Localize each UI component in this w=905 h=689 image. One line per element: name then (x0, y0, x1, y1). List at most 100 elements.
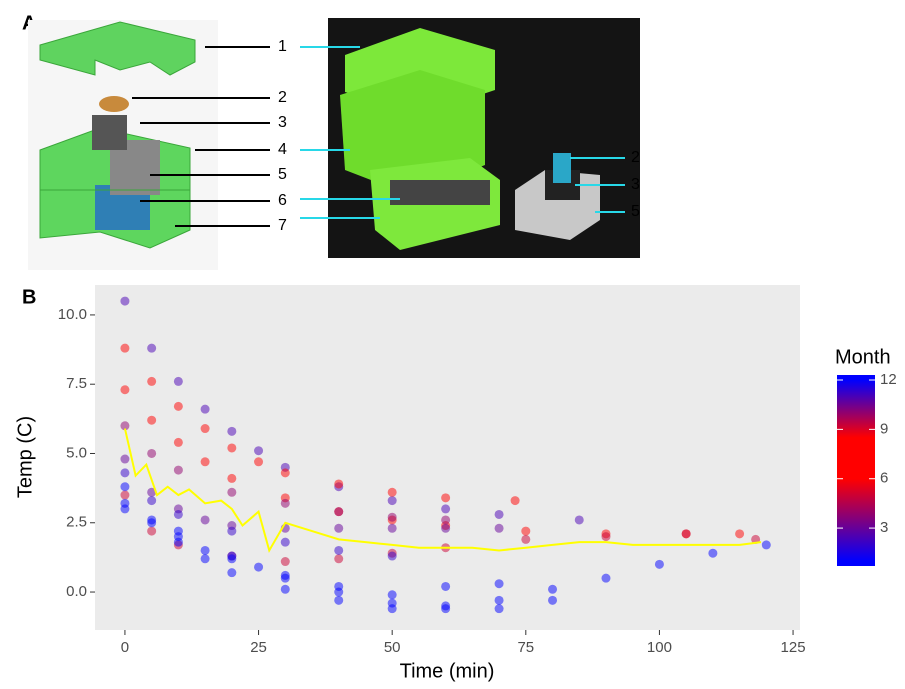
data-point (388, 599, 397, 608)
data-point (147, 344, 156, 353)
data-point (334, 479, 343, 488)
data-point (762, 540, 771, 549)
data-point (174, 466, 183, 475)
data-point (174, 538, 183, 547)
x-axis-label: Time (min) (400, 660, 495, 682)
plot-background (95, 285, 800, 630)
data-point (281, 538, 290, 547)
data-point (601, 532, 610, 541)
data-point (281, 574, 290, 583)
data-point (441, 504, 450, 513)
colorbar-tick-label: 9 (880, 420, 888, 437)
callout-label: 1 (278, 38, 287, 55)
data-point (227, 474, 236, 483)
data-point (548, 585, 557, 594)
data-point (281, 499, 290, 508)
data-point (147, 527, 156, 536)
data-point (388, 513, 397, 522)
data-point (441, 604, 450, 613)
data-point (281, 468, 290, 477)
panel-label: B (22, 286, 36, 308)
data-point (441, 524, 450, 533)
data-point (441, 515, 450, 524)
figure: A 1234567235 B 02550751001250.02.5 (0, 0, 905, 689)
data-point (227, 488, 236, 497)
data-point (281, 557, 290, 566)
y-tick-label: 7.5 (66, 375, 87, 392)
callout-label: 2 (278, 89, 287, 106)
data-point (495, 510, 504, 519)
x-tick-label: 125 (781, 639, 806, 656)
data-point (227, 552, 236, 561)
data-point (120, 455, 129, 464)
data-point (495, 596, 504, 605)
data-point (495, 579, 504, 588)
data-point (511, 496, 520, 505)
data-point (735, 529, 744, 538)
data-point (521, 527, 530, 536)
data-point (334, 524, 343, 533)
photo (328, 18, 640, 258)
data-point (388, 524, 397, 533)
data-point (201, 546, 210, 555)
callout-label: 6 (278, 192, 287, 209)
data-point (388, 590, 397, 599)
x-tick-label: 100 (647, 639, 672, 656)
data-point (120, 491, 129, 500)
data-point (120, 385, 129, 394)
data-point (655, 560, 664, 569)
data-point (120, 344, 129, 353)
callout-label: 3 (278, 114, 287, 131)
y-tick-label: 10.0 (58, 306, 87, 323)
callout-label: 2 (631, 149, 640, 166)
data-point (682, 529, 691, 538)
data-point (495, 524, 504, 533)
data-point (227, 443, 236, 452)
callout-label: 5 (278, 166, 287, 183)
data-point (147, 496, 156, 505)
data-point (334, 554, 343, 563)
data-point (174, 402, 183, 411)
data-point (521, 535, 530, 544)
data-point (334, 596, 343, 605)
data-point (601, 574, 610, 583)
data-point (120, 297, 129, 306)
data-point (201, 457, 210, 466)
data-point (495, 604, 504, 613)
callout-label: 4 (278, 141, 287, 158)
callout-label: 3 (631, 176, 640, 193)
data-point (147, 449, 156, 458)
data-point (281, 585, 290, 594)
data-point (120, 482, 129, 491)
data-point (147, 377, 156, 386)
data-point (174, 377, 183, 386)
data-point (201, 424, 210, 433)
data-point (174, 527, 183, 536)
data-point (254, 563, 263, 572)
colorbar-tick-label: 12 (880, 371, 897, 388)
x-tick-label: 50 (384, 639, 401, 656)
y-axis-label: Temp (C) (14, 416, 36, 498)
data-point (548, 596, 557, 605)
data-point (227, 568, 236, 577)
data-point (334, 546, 343, 555)
data-point (201, 405, 210, 414)
data-point (708, 549, 717, 558)
data-point (254, 446, 263, 455)
x-tick-label: 25 (250, 639, 267, 656)
data-point (254, 457, 263, 466)
data-point (174, 438, 183, 447)
colorbar-title: Month (835, 346, 891, 368)
data-point (120, 468, 129, 477)
data-point (201, 554, 210, 563)
y-tick-label: 0.0 (66, 583, 87, 600)
colorbar-tick-label: 6 (880, 470, 888, 487)
data-point (227, 427, 236, 436)
x-tick-label: 75 (517, 639, 534, 656)
data-point (441, 582, 450, 591)
data-point (174, 510, 183, 519)
data-point (388, 496, 397, 505)
data-point (334, 507, 343, 516)
colorbar (837, 375, 875, 566)
data-point (388, 488, 397, 497)
